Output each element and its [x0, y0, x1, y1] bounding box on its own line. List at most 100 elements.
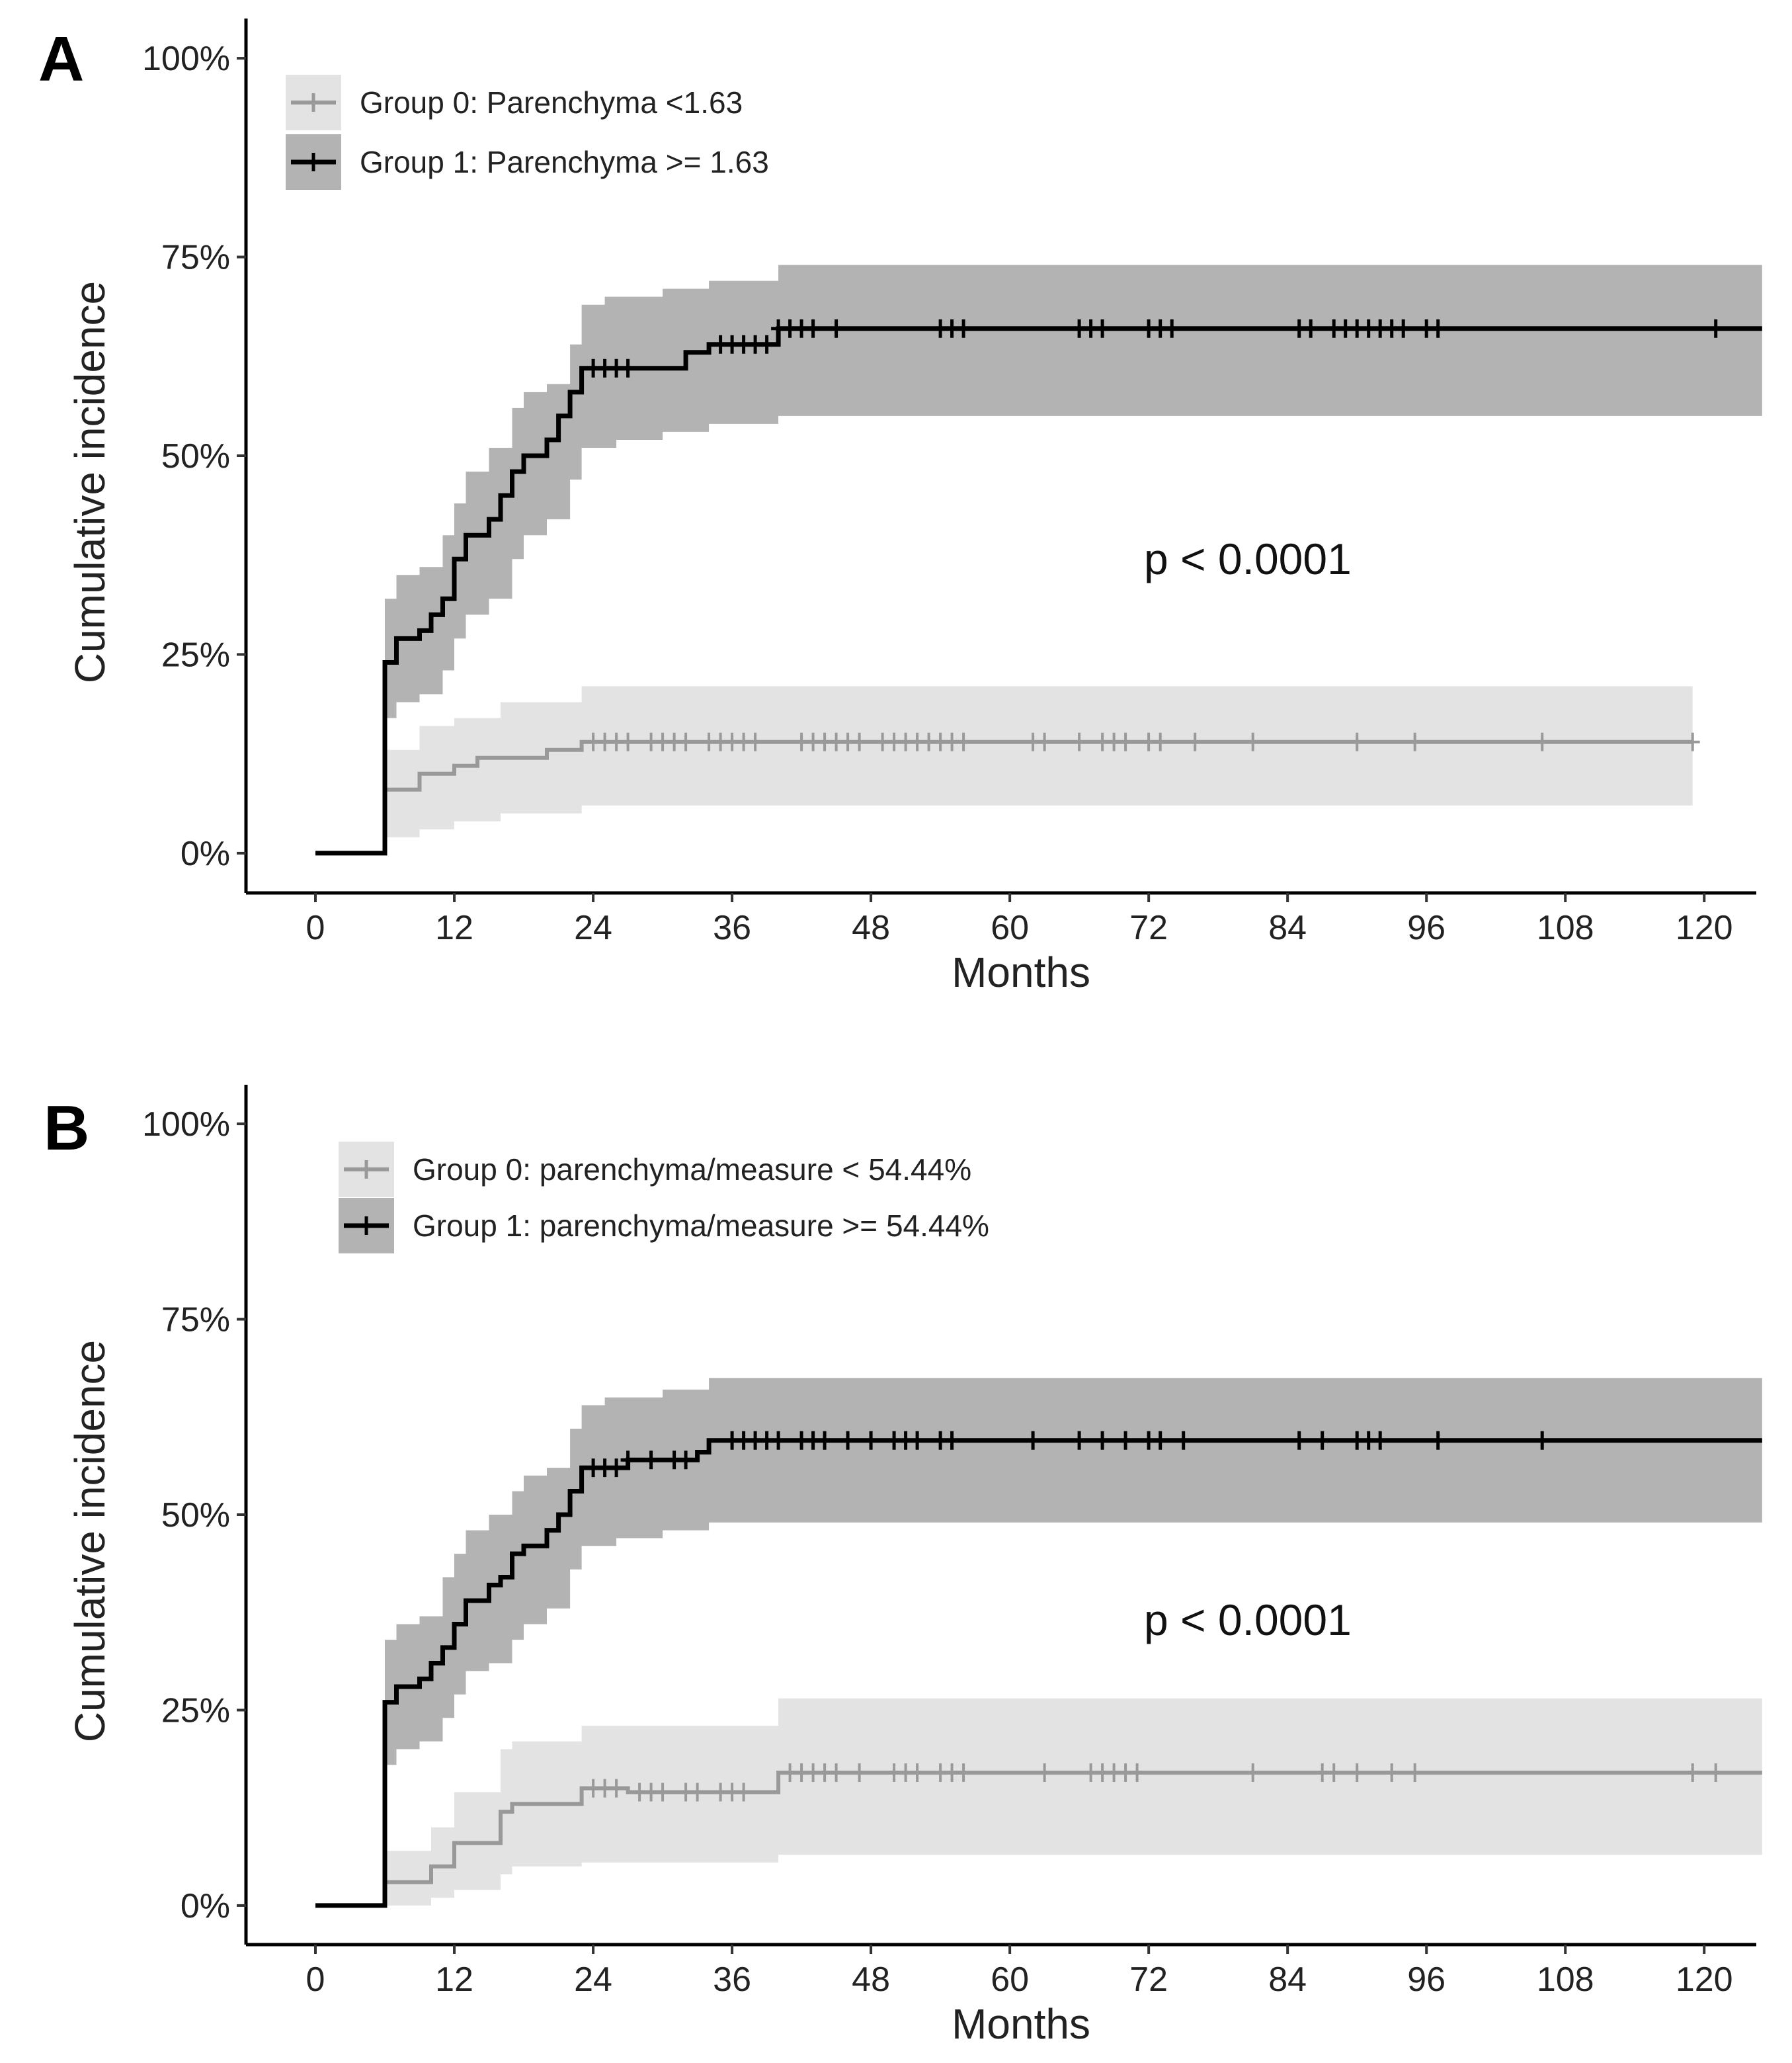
x-tick-label: 96 — [1407, 1960, 1446, 1999]
curve-group-0 — [315, 739, 1693, 855]
y-tick-label: 0% — [181, 1887, 230, 1925]
censor-mark-group-0 — [1326, 1763, 1342, 1782]
censor-mark-group-0 — [910, 1763, 925, 1782]
censor-mark-group-1 — [956, 319, 971, 338]
legend-label-1: Group 1: parenchyma/measure >= 54.44% — [413, 1208, 989, 1243]
x-tick-label: 12 — [435, 1960, 473, 1999]
ci-band-group-1 — [385, 1378, 1762, 1765]
censor-mark-group-0 — [1384, 1763, 1399, 1782]
x-tick-label: 84 — [1268, 909, 1307, 947]
censor-mark-group-1 — [944, 1431, 959, 1450]
censor-mark-group-1 — [1315, 1431, 1330, 1450]
panel-label: A — [38, 24, 84, 95]
x-tick-label: 72 — [1129, 909, 1168, 947]
x-tick-label: 60 — [991, 909, 1029, 947]
censor-mark-group-0 — [620, 732, 635, 751]
censor-mark-group-0 — [1407, 1763, 1422, 1782]
legend-key-censor-0 — [306, 93, 321, 112]
ci-band-group-1 — [385, 265, 1762, 718]
x-tick-label: 108 — [1537, 1960, 1594, 1999]
censor-mark-group-1 — [910, 1431, 925, 1450]
x-tick-label: 108 — [1537, 909, 1594, 947]
panel-label: B — [44, 1093, 89, 1163]
x-tick-label: 60 — [991, 1960, 1029, 1999]
y-tick-label: 0% — [181, 835, 230, 873]
p-value-annotation: p < 0.0001 — [1144, 534, 1352, 583]
censor-mark-group-1 — [1026, 1431, 1041, 1450]
censor-mark-group-1 — [1303, 319, 1319, 338]
censor-mark-group-0 — [1245, 732, 1260, 751]
panel-a: 0% 25% 50% 75% 100% 0 12 24 36 48 60 72 84 96 108 120 Mo… — [38, 19, 1762, 996]
x-tick-label: 120 — [1676, 1960, 1733, 1999]
x-axis-title: Months — [952, 2000, 1090, 2048]
ci-band-group-0 — [385, 1698, 1762, 1906]
censor-mark-group-1 — [817, 1431, 833, 1450]
x-tick-label: 84 — [1268, 1960, 1307, 1999]
censor-mark-group-0 — [1118, 732, 1133, 751]
censor-mark-group-1 — [1430, 319, 1446, 338]
censor-mark-group-0 — [1407, 732, 1422, 751]
panel-b: 0% 25% 50% 75% 100% 0 12 24 36 48 60 72 84 96 108 120 Mo… — [44, 1085, 1762, 2048]
curve-group-1 — [315, 326, 1762, 856]
y-tick-label: 100% — [142, 1105, 230, 1144]
censor-mark-group-0 — [1188, 732, 1203, 751]
censor-mark-group-1 — [840, 1431, 856, 1450]
censor-mark-group-0 — [1708, 1763, 1723, 1782]
censor-mark-group-1 — [829, 319, 844, 338]
censor-mark-group-0 — [852, 1763, 867, 1782]
censor-mark-group-1 — [1176, 1431, 1191, 1450]
censor-mark-group-0 — [1037, 1763, 1052, 1782]
x-tick-label: 48 — [852, 909, 890, 947]
censor-mark-group-0 — [736, 1783, 751, 1802]
x-tick-label: 96 — [1407, 909, 1446, 947]
censor-mark-group-0 — [690, 1783, 705, 1802]
censor-mark-group-1 — [1396, 319, 1411, 338]
y-tick-label: 25% — [161, 1691, 230, 1730]
censor-mark-group-1 — [609, 1458, 624, 1478]
censor-mark-group-1 — [1291, 1431, 1307, 1450]
censor-mark-group-0 — [609, 1779, 624, 1798]
censor-mark-group-1 — [1095, 1431, 1110, 1450]
censor-mark-group-1 — [620, 1451, 635, 1470]
legend-key-censor-1 — [306, 153, 321, 171]
censor-mark-group-1 — [643, 1451, 659, 1470]
censor-mark-group-1 — [1095, 319, 1110, 338]
censor-mark-group-0 — [1685, 1763, 1700, 1782]
y-tick-label: 50% — [161, 1496, 230, 1535]
censor-mark-group-0 — [678, 732, 694, 751]
censor-mark-group-1 — [1164, 319, 1180, 338]
censor-mark-group-1 — [1430, 1431, 1446, 1450]
legend-label-0: Group 0: parenchyma/measure < 54.44% — [413, 1152, 971, 1187]
censor-mark-group-0 — [1129, 1763, 1145, 1782]
censor-mark-group-1 — [1118, 1431, 1133, 1450]
x-axis-title: Months — [952, 948, 1090, 996]
censor-mark-group-0 — [1350, 1763, 1365, 1782]
censor-mark-group-1 — [678, 1451, 694, 1470]
x-tick-label: 24 — [574, 909, 612, 947]
x-tick-label: 48 — [852, 1960, 890, 1999]
y-tick-label: 50% — [161, 437, 230, 476]
censor-mark-group-0 — [1072, 732, 1087, 751]
x-tick-label: 12 — [435, 909, 473, 947]
legend-key-censor-0 — [359, 1160, 374, 1179]
y-axis-title: Cumulative incidence — [66, 1340, 114, 1742]
censor-mark-group-1 — [1708, 319, 1723, 338]
censor-mark-group-0 — [1685, 732, 1700, 751]
censor-mark-group-1 — [620, 358, 635, 378]
y-axis-title: Cumulative incidence — [66, 281, 114, 683]
censor-mark-group-0 — [1535, 732, 1550, 751]
x-tick-label: 36 — [713, 1960, 751, 1999]
legend-label-0: Group 0: Parenchyma <1.63 — [360, 85, 743, 120]
censor-mark-group-1 — [805, 319, 821, 338]
y-tick-label: 100% — [142, 40, 230, 78]
censor-mark-group-0 — [829, 1763, 844, 1782]
x-tick-label: 36 — [713, 909, 751, 947]
x-tick-label: 0 — [306, 909, 325, 947]
legend-label-1: Group 1: Parenchyma >= 1.63 — [360, 145, 769, 179]
censor-mark-group-1 — [864, 1431, 879, 1450]
censor-mark-group-1 — [771, 1431, 786, 1450]
y-tick-label: 75% — [161, 1301, 230, 1339]
censor-mark-group-0 — [1037, 732, 1052, 751]
censor-mark-group-0 — [1245, 1763, 1260, 1782]
